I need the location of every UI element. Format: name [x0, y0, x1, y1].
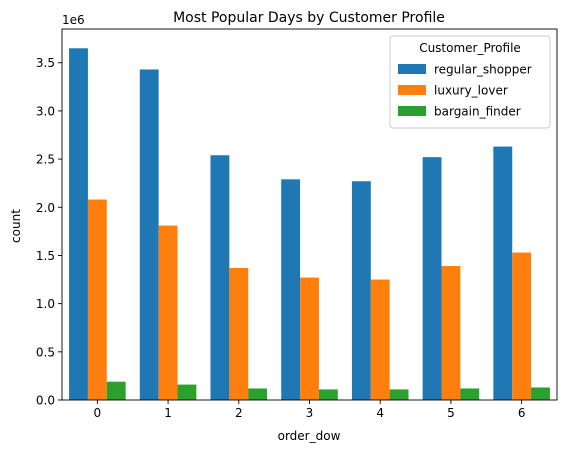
- x-tick-label: 4: [376, 406, 384, 420]
- legend-label-bargain_finder: bargain_finder: [434, 105, 521, 119]
- bar-bargain_finder-1: [177, 384, 197, 400]
- plot-frame: [61, 28, 558, 401]
- x-tick-label: 2: [235, 406, 243, 420]
- y-tick-label: 3.0: [36, 104, 55, 118]
- bar-regular_shopper-0: [69, 48, 88, 401]
- bar-luxury_lover-6: [512, 252, 532, 400]
- chart-title: Most Popular Days by Customer Profile: [173, 10, 445, 26]
- y-tick-label: 2.5: [36, 153, 55, 167]
- bar-bargain_finder-2: [248, 388, 268, 400]
- legend-label-regular_shopper: regular_shopper: [434, 63, 532, 77]
- legend-swatch-regular_shopper: [398, 64, 426, 74]
- x-tick-label: 0: [94, 406, 102, 420]
- legend-swatch-luxury_lover: [398, 85, 426, 95]
- bar-luxury_lover-3: [300, 277, 319, 400]
- bar-regular_shopper-6: [493, 146, 513, 400]
- legend: Customer_Profile regular_shopper luxury_lo…: [389, 35, 551, 129]
- bar-regular_shopper-1: [139, 69, 159, 400]
- x-axis-label: order_dow: [278, 429, 341, 443]
- bar-bargain_finder-4: [389, 389, 409, 400]
- y-tick-label: 1.0: [36, 297, 55, 311]
- bar-regular_shopper-2: [210, 155, 230, 400]
- y-tick-label: 0.5: [36, 345, 55, 359]
- legend-box: [389, 35, 551, 129]
- axes-group: 0 1 2 3 4 5 6 0.0 0.5 1.0 1.5 2.0 2.5 3.0 3.5: [36, 28, 558, 420]
- bar-luxury_lover-0: [87, 199, 107, 400]
- x-tick-label: 6: [518, 406, 526, 420]
- legend-title: Customer_Profile: [419, 41, 521, 55]
- bar-luxury_lover-4: [370, 279, 390, 400]
- y-tick-label: 0.0: [36, 394, 55, 408]
- x-tick-label: 3: [306, 406, 314, 420]
- bar-bargain_finder-0: [106, 381, 126, 400]
- legend-label-luxury_lover: luxury_lover: [434, 84, 508, 98]
- bar-luxury_lover-1: [158, 225, 178, 400]
- bar-regular_shopper-4: [351, 181, 371, 400]
- bar-luxury_lover-2: [229, 267, 249, 400]
- y-tick-label: 3.5: [36, 56, 55, 70]
- bar-bargain_finder-5: [460, 388, 480, 400]
- x-tick-label: 5: [447, 406, 455, 420]
- bar-regular_shopper-3: [281, 179, 301, 400]
- y-axis-offset-text: 1e6: [62, 13, 85, 27]
- y-axis-label: count: [9, 209, 23, 243]
- bar-bargain_finder-6: [531, 387, 550, 400]
- x-tick-label: 1: [164, 406, 172, 420]
- bars-group: [69, 48, 550, 401]
- bar-bargain_finder-3: [318, 389, 338, 400]
- bar-regular_shopper-5: [422, 157, 442, 400]
- legend-swatch-bargain_finder: [398, 106, 426, 116]
- y-tick-label: 1.5: [36, 249, 55, 263]
- bar-luxury_lover-5: [441, 266, 461, 400]
- y-tick-label: 2.0: [36, 201, 55, 215]
